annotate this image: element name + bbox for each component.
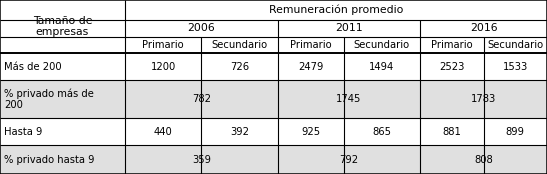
Text: 1494: 1494	[369, 62, 394, 72]
Text: 808: 808	[474, 155, 493, 165]
Text: Primario: Primario	[290, 40, 331, 50]
Text: 2011: 2011	[335, 23, 363, 33]
Text: 392: 392	[230, 127, 249, 137]
Text: 2479: 2479	[298, 62, 323, 72]
Text: Secundario: Secundario	[354, 40, 410, 50]
Text: 1533: 1533	[503, 62, 528, 72]
Text: 1783: 1783	[471, 94, 496, 104]
Text: Remuneración promedio: Remuneración promedio	[269, 5, 403, 15]
Text: 782: 782	[192, 94, 211, 104]
Text: 2006: 2006	[188, 23, 215, 33]
Text: 1745: 1745	[336, 94, 362, 104]
Text: 881: 881	[443, 127, 461, 137]
Text: Hasta 9: Hasta 9	[4, 127, 42, 137]
Text: Secundario: Secundario	[487, 40, 543, 50]
Text: Secundario: Secundario	[212, 40, 267, 50]
Text: 440: 440	[154, 127, 172, 137]
Text: 865: 865	[373, 127, 391, 137]
Text: Más de 200: Más de 200	[4, 62, 61, 72]
Text: 359: 359	[192, 155, 211, 165]
Text: 726: 726	[230, 62, 249, 72]
Text: % privado hasta 9: % privado hasta 9	[4, 155, 94, 165]
Text: 2016: 2016	[470, 23, 497, 33]
Text: Primario: Primario	[431, 40, 473, 50]
Text: % privado más de
200: % privado más de 200	[4, 88, 94, 110]
Text: 1200: 1200	[150, 62, 176, 72]
Text: Tamaño de
empresas: Tamaño de empresas	[33, 16, 92, 37]
Text: 2523: 2523	[439, 62, 464, 72]
Text: 899: 899	[506, 127, 525, 137]
Text: Primario: Primario	[142, 40, 184, 50]
Bar	[0, 145, 547, 174]
Bar	[0, 80, 547, 118]
Text: 792: 792	[340, 155, 358, 165]
Text: 925: 925	[301, 127, 320, 137]
